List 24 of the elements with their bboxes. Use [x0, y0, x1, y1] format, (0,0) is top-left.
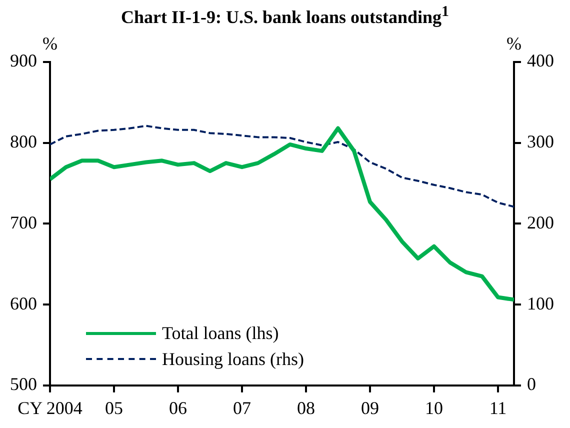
y-tick-label: 800 [10, 132, 37, 152]
legend-label: Total loans (lhs) [162, 322, 279, 344]
x-tick-label: 08 [297, 398, 315, 418]
y-tick-label: 900 [10, 50, 37, 71]
x-tick-label: 06 [169, 398, 187, 418]
y2-tick-label: 200 [527, 212, 554, 232]
y2-axis-title: % [506, 34, 522, 54]
y-tick-label: 500 [10, 374, 37, 394]
y2-tick-label: 400 [527, 50, 554, 71]
y-tick-label: 700 [10, 212, 37, 232]
x-tick-label: CY 2004 [18, 398, 82, 418]
x-tick-label: 09 [361, 398, 379, 418]
y2-tick-label: 300 [527, 132, 554, 152]
x-tick-label: 11 [489, 398, 507, 418]
x-tick-label: 10 [425, 398, 443, 418]
legend-label: Housing loans (rhs) [162, 348, 304, 370]
y-tick-label: 600 [10, 293, 37, 314]
chart-title: Chart II-1-9: U.S. bank loans outstanding$^{1}$ [120, 4, 450, 28]
x-tick-label: 05 [105, 398, 123, 418]
y-axis-title: % [42, 34, 58, 54]
y2-tick-label: 100 [527, 293, 554, 314]
y2-tick-label: 0 [527, 374, 536, 394]
line-series [50, 124, 514, 208]
x-tick-label: 07 [233, 398, 251, 418]
